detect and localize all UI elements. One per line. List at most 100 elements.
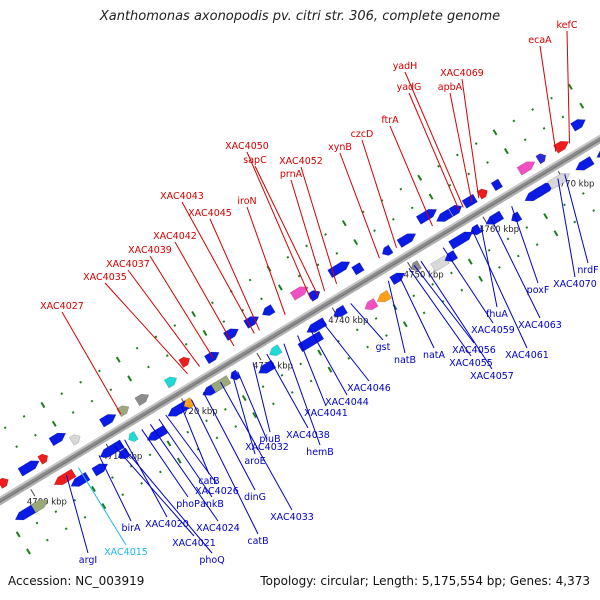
gene-shape — [448, 231, 474, 250]
track-tick — [573, 220, 577, 224]
gene-label: dinG — [244, 492, 266, 503]
leader-line — [98, 455, 132, 522]
track-tick — [543, 213, 549, 220]
leader-line — [290, 179, 326, 292]
leader-line — [237, 371, 268, 441]
leader-line — [511, 206, 539, 284]
track-tick — [211, 301, 214, 305]
topology-summary: Topology: circular; Length: 5,175,554 bp… — [260, 574, 590, 588]
accession-text: Accession: NC_003919 — [8, 574, 145, 588]
gene-shape — [269, 344, 283, 357]
gene-label: XAC4041 — [304, 408, 348, 419]
reverse-gene-glyph — [430, 255, 450, 272]
leader-line — [149, 255, 214, 359]
leader-line — [420, 260, 493, 370]
track-tick — [567, 83, 573, 90]
gene-label: XAC4024 — [196, 523, 240, 534]
track-tick — [402, 321, 408, 328]
track-tick — [173, 324, 177, 327]
forward-gene-glyph — [222, 328, 239, 342]
gene-label: yadH — [393, 61, 418, 72]
leader-line — [350, 303, 384, 341]
track-tick — [353, 238, 359, 246]
track-tick — [280, 373, 284, 377]
reverse-gene-glyph — [575, 156, 595, 171]
scale-label: 4700 kbp — [27, 498, 67, 508]
track-tick — [366, 345, 369, 349]
forward-gene-glyph — [461, 193, 478, 209]
gene-shape — [91, 463, 109, 477]
leader-line — [566, 30, 570, 144]
track-tick — [450, 271, 453, 275]
gene-shape — [210, 375, 232, 393]
gene-label: XAC4070 — [553, 279, 597, 290]
reverse-gene-glyph — [70, 471, 91, 487]
leader-line — [119, 442, 213, 554]
scale-tick — [407, 261, 413, 270]
track-tick — [224, 408, 227, 411]
track-tick — [474, 142, 478, 146]
gene-label: kefC — [557, 20, 578, 31]
track-tick — [503, 148, 509, 155]
gene-label: ftrA — [381, 115, 399, 126]
forward-gene-labels: XAC4027 XAC4035 XAC4037 XAC4039 XAC4042 XAC40… — [40, 20, 578, 415]
scale-tick — [30, 489, 36, 497]
forward-gene-glyph — [116, 405, 130, 418]
gene-label: XAC4015 — [104, 547, 148, 558]
track-tick — [261, 385, 265, 389]
track-tick — [385, 334, 388, 337]
track-tick — [542, 127, 546, 130]
leader-line — [180, 405, 210, 475]
leader-line — [127, 269, 200, 367]
leader-line — [361, 139, 398, 248]
track-tick — [523, 138, 527, 142]
track-tick — [159, 470, 162, 474]
gene-shape — [0, 477, 9, 489]
track-tick — [40, 401, 46, 409]
gene-label: iroN — [237, 196, 256, 207]
leader-line — [158, 418, 213, 498]
track-tick — [317, 349, 323, 356]
gene-shape — [222, 328, 239, 342]
forward-gene-glyph — [163, 376, 178, 389]
leader-line — [181, 201, 255, 334]
leader-line — [449, 92, 473, 203]
track-tick — [373, 229, 376, 233]
forward-gene-glyph — [134, 393, 150, 407]
track-tick — [410, 206, 414, 210]
backbone-band-2 — [0, 136, 600, 501]
reverse-gene-glyph — [364, 298, 379, 311]
track-tick — [83, 516, 87, 519]
gene-label: XAC4061 — [505, 350, 549, 361]
gene-shape — [333, 304, 348, 318]
reverse-gene-glyph — [376, 290, 392, 303]
track-tick — [550, 96, 553, 100]
gene-label: birA — [121, 523, 141, 534]
track-tick — [127, 375, 133, 382]
scale-tick — [482, 216, 488, 224]
gene-shape — [516, 161, 536, 176]
leader-line — [398, 274, 435, 349]
gene-shape — [410, 260, 423, 272]
track-tick — [98, 369, 101, 373]
gene-label: catB — [198, 476, 219, 487]
forward-gene-glyph — [0, 477, 9, 489]
track-tick — [467, 258, 473, 265]
gene-shape — [146, 425, 169, 441]
gene-label: czcD — [351, 129, 374, 140]
track-tick — [422, 311, 426, 315]
reverse-gene-glyph — [269, 344, 283, 357]
leader-line — [480, 224, 498, 308]
gene-label: XAC4033 — [270, 512, 314, 523]
leader-line — [297, 335, 327, 407]
track-tick — [486, 161, 489, 164]
track-tick — [184, 342, 188, 346]
track-tick — [15, 531, 21, 538]
gene-shape — [575, 156, 595, 171]
track-tick — [121, 493, 125, 497]
leader-line — [461, 78, 480, 199]
forward-gene-glyph — [48, 432, 67, 447]
gene-shape — [30, 499, 49, 514]
leader-line — [254, 165, 319, 296]
gene-label: XAC4057 — [470, 371, 514, 382]
